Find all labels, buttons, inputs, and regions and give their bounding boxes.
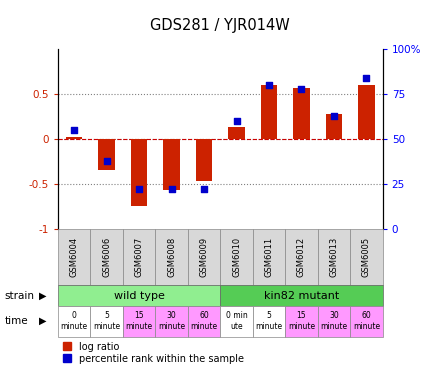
Text: GSM6006: GSM6006	[102, 237, 111, 277]
Bar	[188, 229, 220, 285]
Bar	[188, 306, 220, 337]
Point	[298, 86, 305, 92]
Text: GSM6012: GSM6012	[297, 237, 306, 277]
Bar	[123, 306, 155, 337]
Text: 0
minute: 0 minute	[61, 311, 88, 331]
Point	[330, 113, 337, 119]
Bar	[155, 306, 188, 337]
Point	[70, 127, 78, 133]
Bar	[285, 229, 318, 285]
Bar	[326, 114, 342, 139]
Bar	[318, 306, 350, 337]
Text: GSM6005: GSM6005	[362, 237, 371, 277]
Bar	[123, 229, 155, 285]
Point	[135, 186, 142, 192]
Bar	[90, 306, 123, 337]
Text: 15
minute: 15 minute	[125, 311, 153, 331]
Text: GSM6008: GSM6008	[167, 237, 176, 277]
Text: ▶: ▶	[39, 291, 46, 300]
Text: 30
minute: 30 minute	[158, 311, 185, 331]
Text: GSM6007: GSM6007	[134, 237, 144, 277]
Bar	[293, 88, 310, 139]
Text: GSM6009: GSM6009	[199, 237, 209, 277]
Bar	[253, 306, 285, 337]
Text: GSM6011: GSM6011	[264, 237, 274, 277]
Point	[233, 118, 240, 124]
Bar	[350, 229, 383, 285]
Text: 15
minute: 15 minute	[288, 311, 315, 331]
Text: kin82 mutant: kin82 mutant	[264, 291, 339, 300]
Text: 30
minute: 30 minute	[320, 311, 348, 331]
Bar	[318, 229, 350, 285]
Bar	[163, 139, 180, 190]
Bar	[358, 85, 375, 139]
Text: 0 min
ute: 0 min ute	[226, 311, 247, 331]
Bar	[350, 306, 383, 337]
Bar	[220, 306, 253, 337]
Bar	[155, 229, 188, 285]
Point	[265, 82, 272, 88]
Bar	[220, 285, 383, 306]
Text: 60
minute: 60 minute	[353, 311, 380, 331]
Point	[168, 186, 175, 192]
Bar	[131, 139, 147, 206]
Bar	[285, 306, 318, 337]
Text: GSM6013: GSM6013	[329, 237, 339, 277]
Bar	[98, 139, 115, 171]
Text: GDS281 / YJR014W: GDS281 / YJR014W	[150, 18, 290, 33]
Bar	[58, 306, 90, 337]
Text: strain: strain	[4, 291, 34, 300]
Text: wild type: wild type	[113, 291, 165, 300]
Bar	[58, 229, 90, 285]
Bar	[220, 229, 253, 285]
Bar	[66, 137, 82, 139]
Legend: log ratio, percentile rank within the sample: log ratio, percentile rank within the sa…	[63, 341, 244, 363]
Text: time: time	[4, 316, 28, 326]
Text: GSM6010: GSM6010	[232, 237, 241, 277]
Point	[363, 75, 370, 81]
Text: 5
minute: 5 minute	[255, 311, 283, 331]
Point	[200, 186, 207, 192]
Text: ▶: ▶	[39, 316, 46, 326]
Bar	[253, 229, 285, 285]
Text: 5
minute: 5 minute	[93, 311, 120, 331]
Text: 60
minute: 60 minute	[190, 311, 218, 331]
Text: GSM6004: GSM6004	[69, 237, 79, 277]
Bar	[228, 127, 245, 139]
Bar	[90, 229, 123, 285]
Bar	[261, 85, 277, 139]
Bar	[196, 139, 212, 181]
Point	[103, 158, 110, 164]
Bar	[58, 285, 220, 306]
